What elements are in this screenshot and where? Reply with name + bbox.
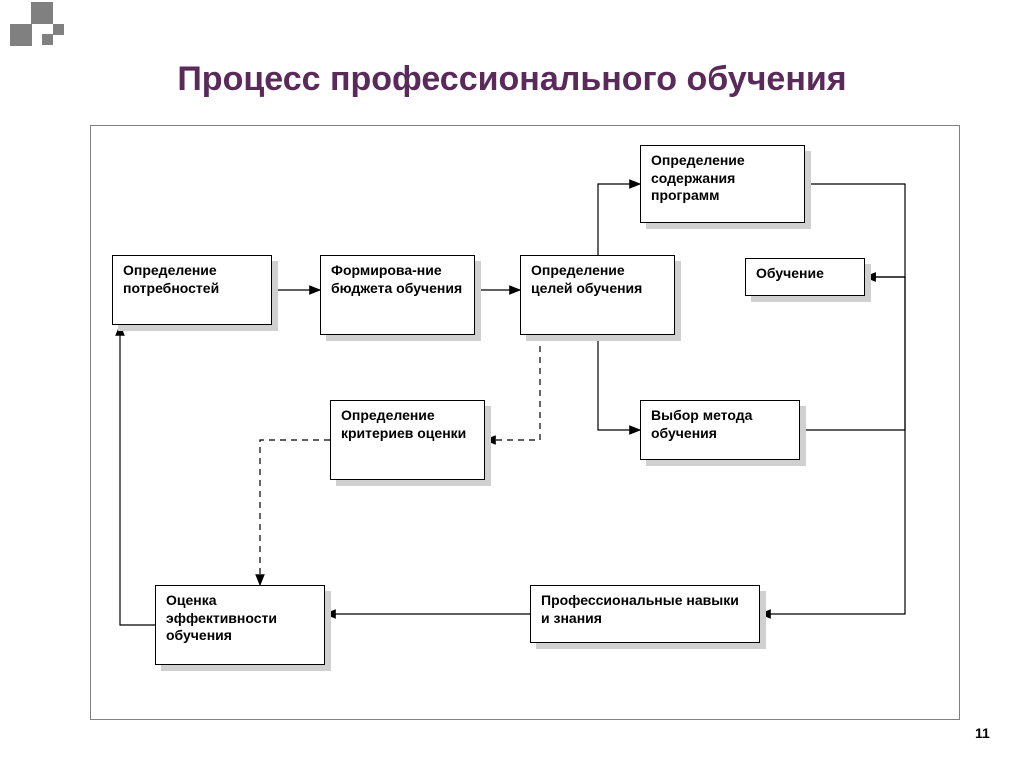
flowchart-node: Определение критериев оценки bbox=[330, 400, 485, 480]
logo-square bbox=[42, 34, 53, 45]
page-title: Процесс профессионального обучения bbox=[72, 60, 952, 99]
node-box: Формирова-ние бюджета обучения bbox=[320, 255, 475, 335]
node-box: Определение критериев оценки bbox=[330, 400, 485, 480]
node-box: Определение целей обучения bbox=[520, 255, 675, 335]
logo-square bbox=[31, 2, 53, 24]
flowchart-node: Определение потребностей bbox=[112, 255, 272, 325]
flowchart-node: Обучение bbox=[745, 258, 865, 296]
flowchart-node: Формирова-ние бюджета обучения bbox=[320, 255, 475, 335]
node-box: Определение содержания программ bbox=[640, 145, 805, 223]
flowchart-node: Определение целей обучения bbox=[520, 255, 675, 335]
page-number: 11 bbox=[975, 725, 990, 741]
logo-square bbox=[10, 24, 32, 46]
node-box: Выбор метода обучения bbox=[640, 400, 800, 460]
flowchart-node: Определение содержания программ bbox=[640, 145, 805, 223]
logo-square bbox=[53, 24, 64, 35]
flowchart-node: Выбор метода обучения bbox=[640, 400, 800, 460]
flowchart-node: Оценка эффективности обучения bbox=[155, 585, 325, 665]
node-box: Оценка эффективности обучения bbox=[155, 585, 325, 665]
node-box: Профессиональные навыки и знания bbox=[530, 585, 760, 643]
node-box: Определение потребностей bbox=[112, 255, 272, 325]
node-box: Обучение bbox=[745, 258, 865, 296]
flowchart-node: Профессиональные навыки и знания bbox=[530, 585, 760, 643]
